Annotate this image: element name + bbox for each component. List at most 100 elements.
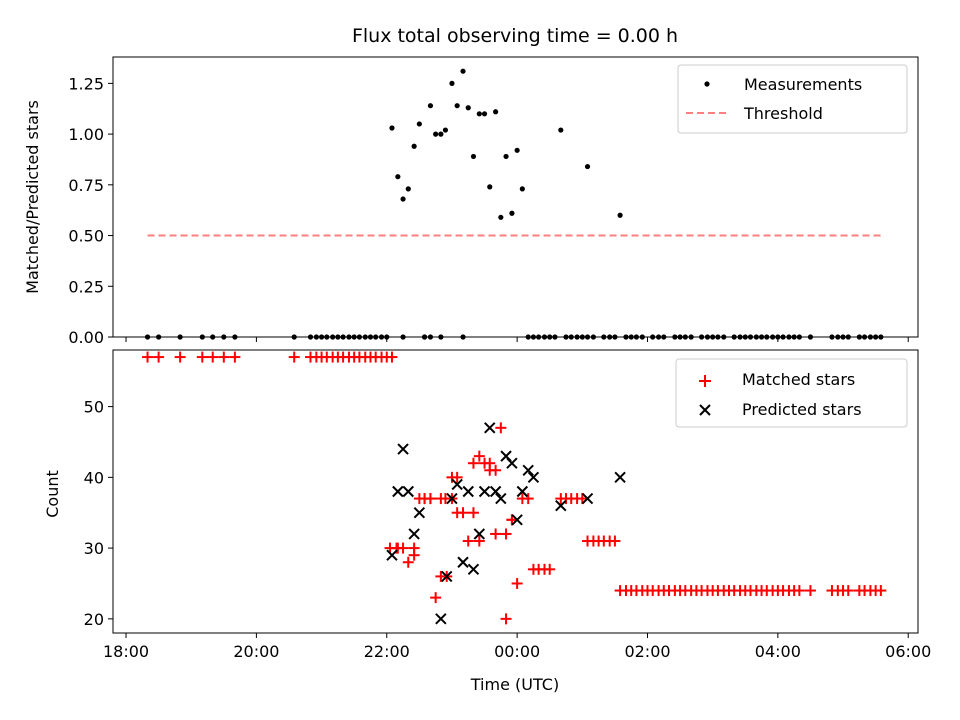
bottom-legend: Matched stars Predicted stars <box>675 358 908 428</box>
measurement-point <box>460 68 466 74</box>
predicted-star-point <box>451 478 463 491</box>
matched-star-point <box>288 351 300 363</box>
bottom-xtick-label: 00:00 <box>494 642 540 661</box>
legend-measurements-marker <box>704 81 710 87</box>
matched-star-point <box>174 351 186 363</box>
measurement-point <box>400 196 406 202</box>
matched-star-point <box>544 563 556 575</box>
measurement-point <box>498 214 504 220</box>
measurement-point <box>487 184 493 190</box>
top-ytick-label: 0.75 <box>68 176 104 195</box>
top-ytick-label: 0.25 <box>68 277 104 296</box>
predicted-star-point <box>484 422 496 434</box>
bottom-xtick-label: 06:00 <box>885 642 931 661</box>
measurement-point <box>470 153 477 160</box>
measurement-point <box>405 186 411 192</box>
measurement-point <box>454 103 460 109</box>
predicted-star-point <box>473 528 486 540</box>
predicted-star-point <box>462 485 474 498</box>
matched-star-point <box>842 585 854 597</box>
matched-star-point <box>451 471 463 483</box>
bottom-marks <box>142 351 887 625</box>
predicted-star-point <box>511 514 523 526</box>
matched-star-point <box>424 493 436 505</box>
measurement-point <box>465 105 471 111</box>
measurement-point <box>558 127 564 133</box>
measurement-point <box>449 80 455 86</box>
matched-star-point <box>153 351 165 363</box>
chart-title: Flux total observing time = 0.00 h <box>352 25 678 47</box>
predicted-star-point <box>446 492 458 505</box>
measurement-point <box>481 111 488 117</box>
matched-star-point <box>609 535 621 547</box>
bottom-ytick-label: 30 <box>84 539 104 558</box>
matched-star-point <box>467 457 479 469</box>
bottom-ytick-label: 50 <box>84 398 104 417</box>
matched-star-point <box>495 422 507 434</box>
matched-star-point <box>511 577 523 589</box>
bottom-xtick-label: 22:00 <box>364 642 410 661</box>
matched-star-point <box>435 493 447 505</box>
matched-star-point <box>408 549 420 561</box>
measurement-point <box>411 143 417 149</box>
bottom-legend-box <box>675 358 908 428</box>
top-ytick-label: 0.50 <box>68 227 104 246</box>
panel-top: Flux total observing time = 0.00 h Match… <box>23 25 919 347</box>
legend-predicted-label: Predicted stars <box>742 400 862 419</box>
measurement-point <box>427 103 434 109</box>
matched-star-point <box>430 592 442 604</box>
matched-star-point <box>142 351 154 363</box>
measurement-point <box>503 153 509 160</box>
predicted-star-point <box>386 549 398 561</box>
bottom-ytick-label: 20 <box>84 610 104 629</box>
measurement-point <box>438 131 444 137</box>
predicted-star-point <box>555 499 567 512</box>
matched-star-point <box>500 528 512 540</box>
legend-threshold-label: Threshold <box>743 104 823 123</box>
matched-star-point <box>473 535 485 547</box>
bottom-ylabel: Count <box>43 470 62 518</box>
bottom-axes-frame <box>112 349 919 634</box>
matched-star-point <box>506 514 518 526</box>
predicted-star-point <box>581 492 594 505</box>
measurement-point <box>617 212 623 218</box>
matched-star-point <box>500 613 512 625</box>
matched-star-point <box>402 556 414 568</box>
predicted-star-point <box>413 507 426 519</box>
predicted-star-point <box>435 613 447 625</box>
bottom-xtick-label: 04:00 <box>755 642 801 661</box>
measurement-point <box>476 111 482 117</box>
predicted-star-point <box>506 457 518 469</box>
matched-star-point <box>875 585 887 597</box>
top-ytick-label: 1.00 <box>68 125 104 144</box>
matched-star-point <box>522 493 534 505</box>
predicted-star-point <box>392 485 404 498</box>
bottom-xtick-label: 02:00 <box>624 642 670 661</box>
predicted-star-point <box>408 528 420 540</box>
matched-star-point <box>386 351 398 363</box>
matched-star-point <box>490 464 502 476</box>
matched-star-point <box>462 535 474 547</box>
bottom-xtick-label: 18:00 <box>103 642 149 661</box>
top-ytick-label: 1.25 <box>68 74 104 93</box>
bottom-ticks: 20 30 40 50 18:00 20:00 22:00 00:00 02:00 04:00 06… <box>84 398 932 661</box>
matched-star-point <box>218 351 230 363</box>
predicted-star-point <box>402 485 414 498</box>
top-ylabel: Matched/Predicted stars <box>23 100 42 294</box>
matched-star-point <box>484 457 496 469</box>
matched-star-point <box>793 585 805 597</box>
matched-star-point <box>804 585 816 597</box>
legend-predicted-marker <box>699 404 711 416</box>
legend-measurements-label: Measurements <box>744 75 862 94</box>
bottom-xlabel: Time (UTC) <box>470 675 559 694</box>
legend-matched-marker <box>699 375 711 387</box>
legend-matched-label: Matched stars <box>742 370 855 389</box>
matched-star-point <box>207 351 219 363</box>
top-axes-frame <box>112 56 919 338</box>
predicted-star-point <box>467 563 480 576</box>
measurement-point <box>433 131 439 137</box>
measurement-point <box>416 121 422 127</box>
matched-star-point <box>467 507 479 519</box>
measurement-point <box>509 210 515 216</box>
